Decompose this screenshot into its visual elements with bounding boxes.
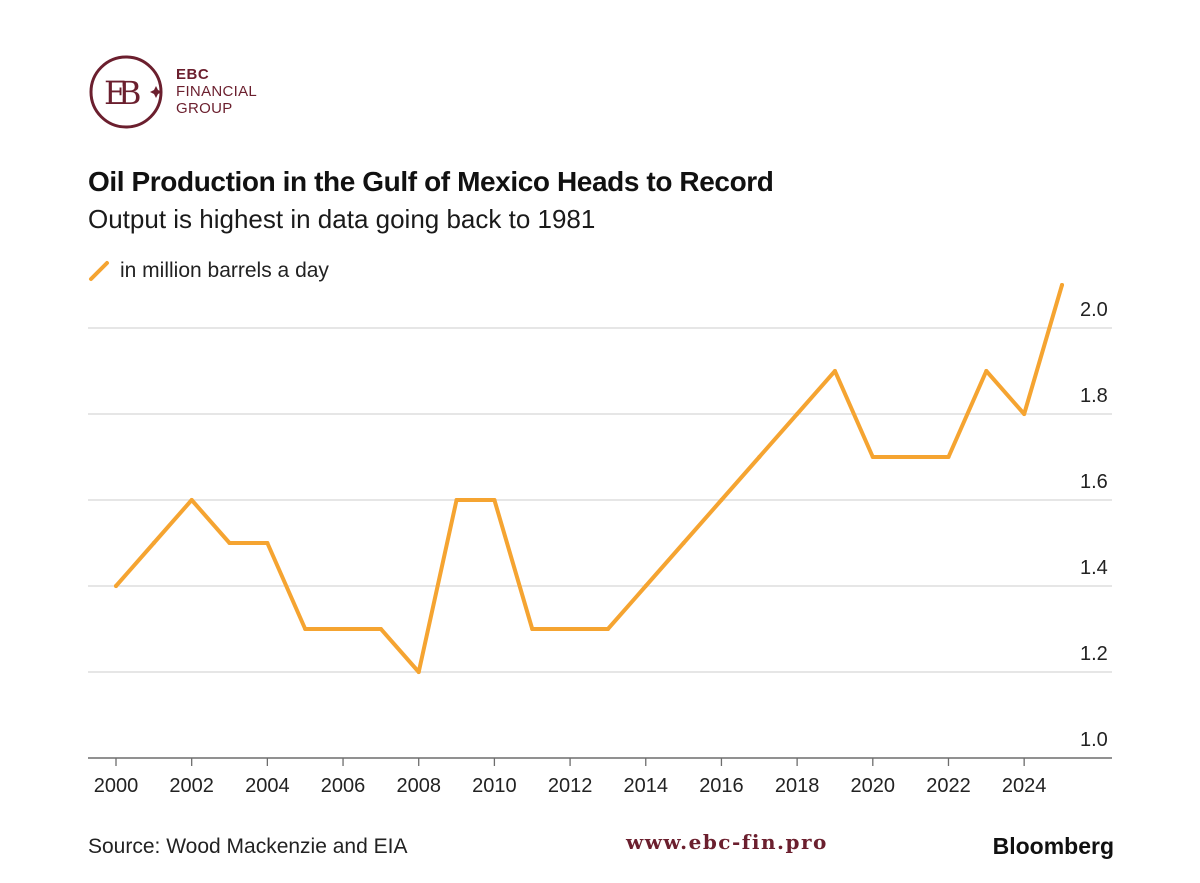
data-point	[454, 498, 459, 502]
y-tick-label: 1.8	[1080, 385, 1108, 407]
x-tick-label: 2012	[548, 775, 593, 797]
data-point	[795, 412, 800, 416]
x-axis-ticks: 2000 2002 2004 2006 2008 2010 2012 2014 2016 2018…	[94, 758, 1047, 797]
data-point	[1060, 283, 1064, 287]
data-point	[416, 670, 421, 674]
logo-text: EBC FINANCIAL GROUP	[176, 66, 257, 117]
y-tick-label: 1.6	[1080, 471, 1108, 493]
data-point	[719, 498, 724, 502]
data-point	[1022, 412, 1027, 416]
x-tick-label: 2018	[775, 775, 820, 797]
x-tick-label: 2024	[1002, 775, 1047, 797]
ebc-logo: E B	[89, 55, 163, 129]
y-axis-ticks: 1.0 1.2 1.4 1.6 1.8 2.0	[1080, 299, 1108, 751]
data-point	[946, 455, 951, 459]
chart-subtitle: Output is highest in data going back to …	[88, 204, 596, 234]
legend: in million barrels a day	[88, 256, 329, 286]
data-point	[492, 498, 497, 502]
x-tick-label: 2014	[624, 775, 669, 797]
data-point	[757, 455, 762, 459]
y-tick-label: 1.4	[1080, 557, 1108, 579]
x-tick-label: 2016	[699, 775, 744, 797]
data-point	[341, 627, 346, 631]
chart-title: Oil Production in the Gulf of Mexico Hea…	[88, 166, 774, 197]
x-tick-label: 2020	[851, 775, 896, 797]
data-point	[265, 541, 270, 545]
data-point	[568, 627, 573, 631]
series-line	[114, 283, 1064, 674]
series-line-layer	[114, 283, 1064, 674]
data-point	[378, 627, 383, 631]
y-tick-label: 1.2	[1080, 643, 1108, 665]
logo-line-3: GROUP	[176, 100, 233, 117]
grid-lines	[88, 327, 1112, 759]
data-point	[984, 369, 989, 373]
data-point	[605, 627, 610, 631]
x-tick-label: 2010	[472, 775, 517, 797]
data-point	[643, 584, 648, 588]
x-tick-label: 2002	[169, 775, 214, 797]
data-point	[189, 498, 194, 502]
svg-text:E: E	[104, 74, 127, 112]
data-point	[681, 541, 686, 545]
x-tick-label: 2006	[321, 775, 366, 797]
source-note: Source: Wood Mackenzie and EIA	[88, 835, 408, 858]
data-point	[151, 541, 156, 545]
logo-line-1: EBC	[176, 66, 210, 83]
data-point	[227, 541, 232, 545]
y-tick-label: 1.0	[1080, 729, 1108, 751]
data-point	[870, 455, 875, 459]
data-point	[832, 369, 837, 373]
x-tick-label: 2008	[396, 775, 441, 797]
x-tick-label: 2000	[94, 775, 139, 797]
legend-label: in million barrels a day	[120, 259, 329, 282]
x-tick-label: 2004	[245, 775, 290, 797]
data-point	[908, 455, 913, 459]
data-point	[114, 584, 118, 588]
data-point	[530, 627, 535, 631]
y-tick-label: 2.0	[1080, 299, 1108, 321]
bloomberg-brand: Bloomberg	[992, 833, 1114, 859]
website-watermark: www.ebc-fin.pro	[626, 830, 828, 854]
svg-text:B: B	[118, 74, 142, 112]
legend-line-icon	[89, 261, 109, 281]
logo-line-2: FINANCIAL	[176, 83, 258, 100]
data-point	[303, 627, 308, 631]
x-tick-label: 2022	[926, 775, 971, 797]
